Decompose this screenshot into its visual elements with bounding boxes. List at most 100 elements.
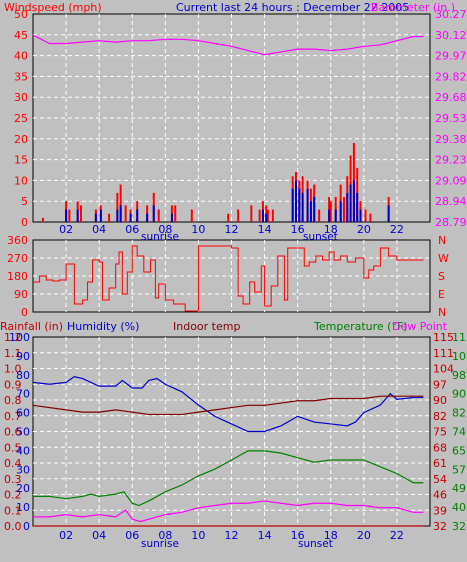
humidity-y-tick: 0 [23,520,30,533]
x-tick-label-top: 08 [158,223,172,236]
series-line-dew-point [33,500,424,523]
x-tick-label-top: 20 [357,223,371,236]
humidity-y-tick: 20 [16,482,30,495]
x-tick-label-bottom: 22 [390,529,404,542]
rain-y-tick: 0.6 [4,426,22,439]
temp-y-tick: 74 [452,426,466,439]
baro-label: Barometer (in.) [371,1,455,14]
humidity-y-tick: 80 [16,369,30,382]
dir-y-tick: 90 [14,288,28,301]
rain-y-tick: 0.8 [4,394,22,407]
x-tick-label-top: 18 [324,223,338,236]
rain-y-tick: 0.0 [4,520,22,533]
humidity-y-tick: 30 [16,463,30,476]
indoor-y-tick: 90 [433,394,447,407]
wind-y-tick: 0 [21,216,28,229]
baro-y-tick: 29.53 [435,112,467,125]
temp-y-tick: 40 [452,501,466,514]
humidity-y-tick: 70 [16,388,30,401]
baro-y-tick: 28.79 [435,216,467,229]
sunrise-label-bottom: sunrise [141,538,179,550]
wind-y-tick: 5 [21,195,28,208]
x-tick-label-bottom: 14 [258,529,272,542]
rain-y-tick: 1.0 [4,363,22,376]
x-tick-label-bottom: 02 [59,529,73,542]
dir-y-tick: 180 [7,270,28,283]
humidity-y-tick: 100 [9,331,30,344]
x-tick-label-bottom: 10 [191,529,205,542]
x-tick-label-bottom: 16 [291,529,305,542]
indoor-y-tick: 46 [433,489,447,502]
series-line-indoor-temp [32,395,424,416]
temp-y-tick: 98 [452,369,466,382]
x-tick-label-bottom: 20 [357,529,371,542]
x-tick-label-top: 12 [225,223,239,236]
baro-line [32,34,424,56]
indoor-y-tick: 68 [433,441,447,454]
baro-y-tick: 29.23 [435,154,467,167]
wind-y-tick: 10 [14,174,28,187]
rain-y-tick: 0.2 [4,489,22,502]
rain-y-tick: 1.2 [4,331,22,344]
indoor-y-tick: 82 [433,410,447,423]
x-tick-label-bottom: 12 [225,529,239,542]
baro-y-tick: 30.27 [435,8,467,21]
humidity-y-tick: 90 [16,350,30,363]
indoor-y-tick: 111 [433,347,454,360]
temp-y-tick: 32 [452,520,466,533]
temp-y-tick: 115 [452,331,467,344]
sunset-label-top: sunset [303,231,338,243]
rain-y-tick: 0.9 [4,378,22,391]
direction-line [33,245,424,312]
baro-y-tick: 30.12 [435,29,467,42]
x-tick-label-bottom: 18 [324,529,338,542]
x-tick-label-bottom: 08 [158,529,172,542]
baro-y-tick: 29.38 [435,133,467,146]
indoor-y-tick: 75 [433,426,447,439]
x-tick-label-top: 14 [258,223,272,236]
rain-y-tick: 1.1 [4,347,22,360]
indoor-y-tick: 97 [433,378,447,391]
wind-y-tick: 20 [14,133,28,146]
dewpoint-label: Dew Point [392,320,448,333]
humidity-y-tick: 10 [16,501,30,514]
indoor-y-tick: 104 [433,363,454,376]
wind-y-tick: 30 [14,91,28,104]
wind-y-tick: 25 [14,112,28,125]
x-tick-label-top: 06 [125,223,139,236]
indoor-label: Indoor temp [173,320,240,333]
wind-y-tick: 15 [14,154,28,167]
series-line-humidity [32,376,424,433]
rain-label: Rainfall (in) [0,320,63,333]
humidity-y-tick: 50 [16,426,30,439]
temp-y-tick: 107 [452,350,467,363]
x-tick-label-top: 04 [92,223,106,236]
wind-y-tick: 35 [14,70,28,83]
indoor-y-tick: 32 [433,520,447,533]
rain-y-tick: 0.5 [4,441,22,454]
dir-compass-tick: S [438,270,445,283]
dir-y-tick: 0 [21,306,28,319]
dir-compass-tick: N [438,234,446,247]
temp-y-tick: 90 [452,388,466,401]
indoor-y-tick: 39 [433,504,447,517]
indoor-y-tick: 54 [433,473,447,486]
wind-y-tick: 45 [14,29,28,42]
wind-y-tick: 40 [14,50,28,63]
rain-y-tick: 0.1 [4,504,22,517]
x-tick-label-top: 02 [59,223,73,236]
indoor-y-tick: 61 [433,457,447,470]
dir-compass-tick: N [438,306,446,319]
rain-y-tick: 0.4 [4,457,22,470]
baro-y-tick: 29.09 [435,174,467,187]
series-line-temperature [33,450,424,507]
temp-y-tick: 49 [452,482,466,495]
temp-y-tick: 82 [452,407,466,420]
rain-y-tick: 0.7 [4,410,22,423]
temperature-label: Temperature (°F) [313,320,408,333]
temp-y-tick: 57 [452,463,466,476]
indoor-y-tick: 115 [433,331,454,344]
baro-y-tick: 29.97 [435,50,467,63]
wind-y-tick: 50 [14,8,28,21]
